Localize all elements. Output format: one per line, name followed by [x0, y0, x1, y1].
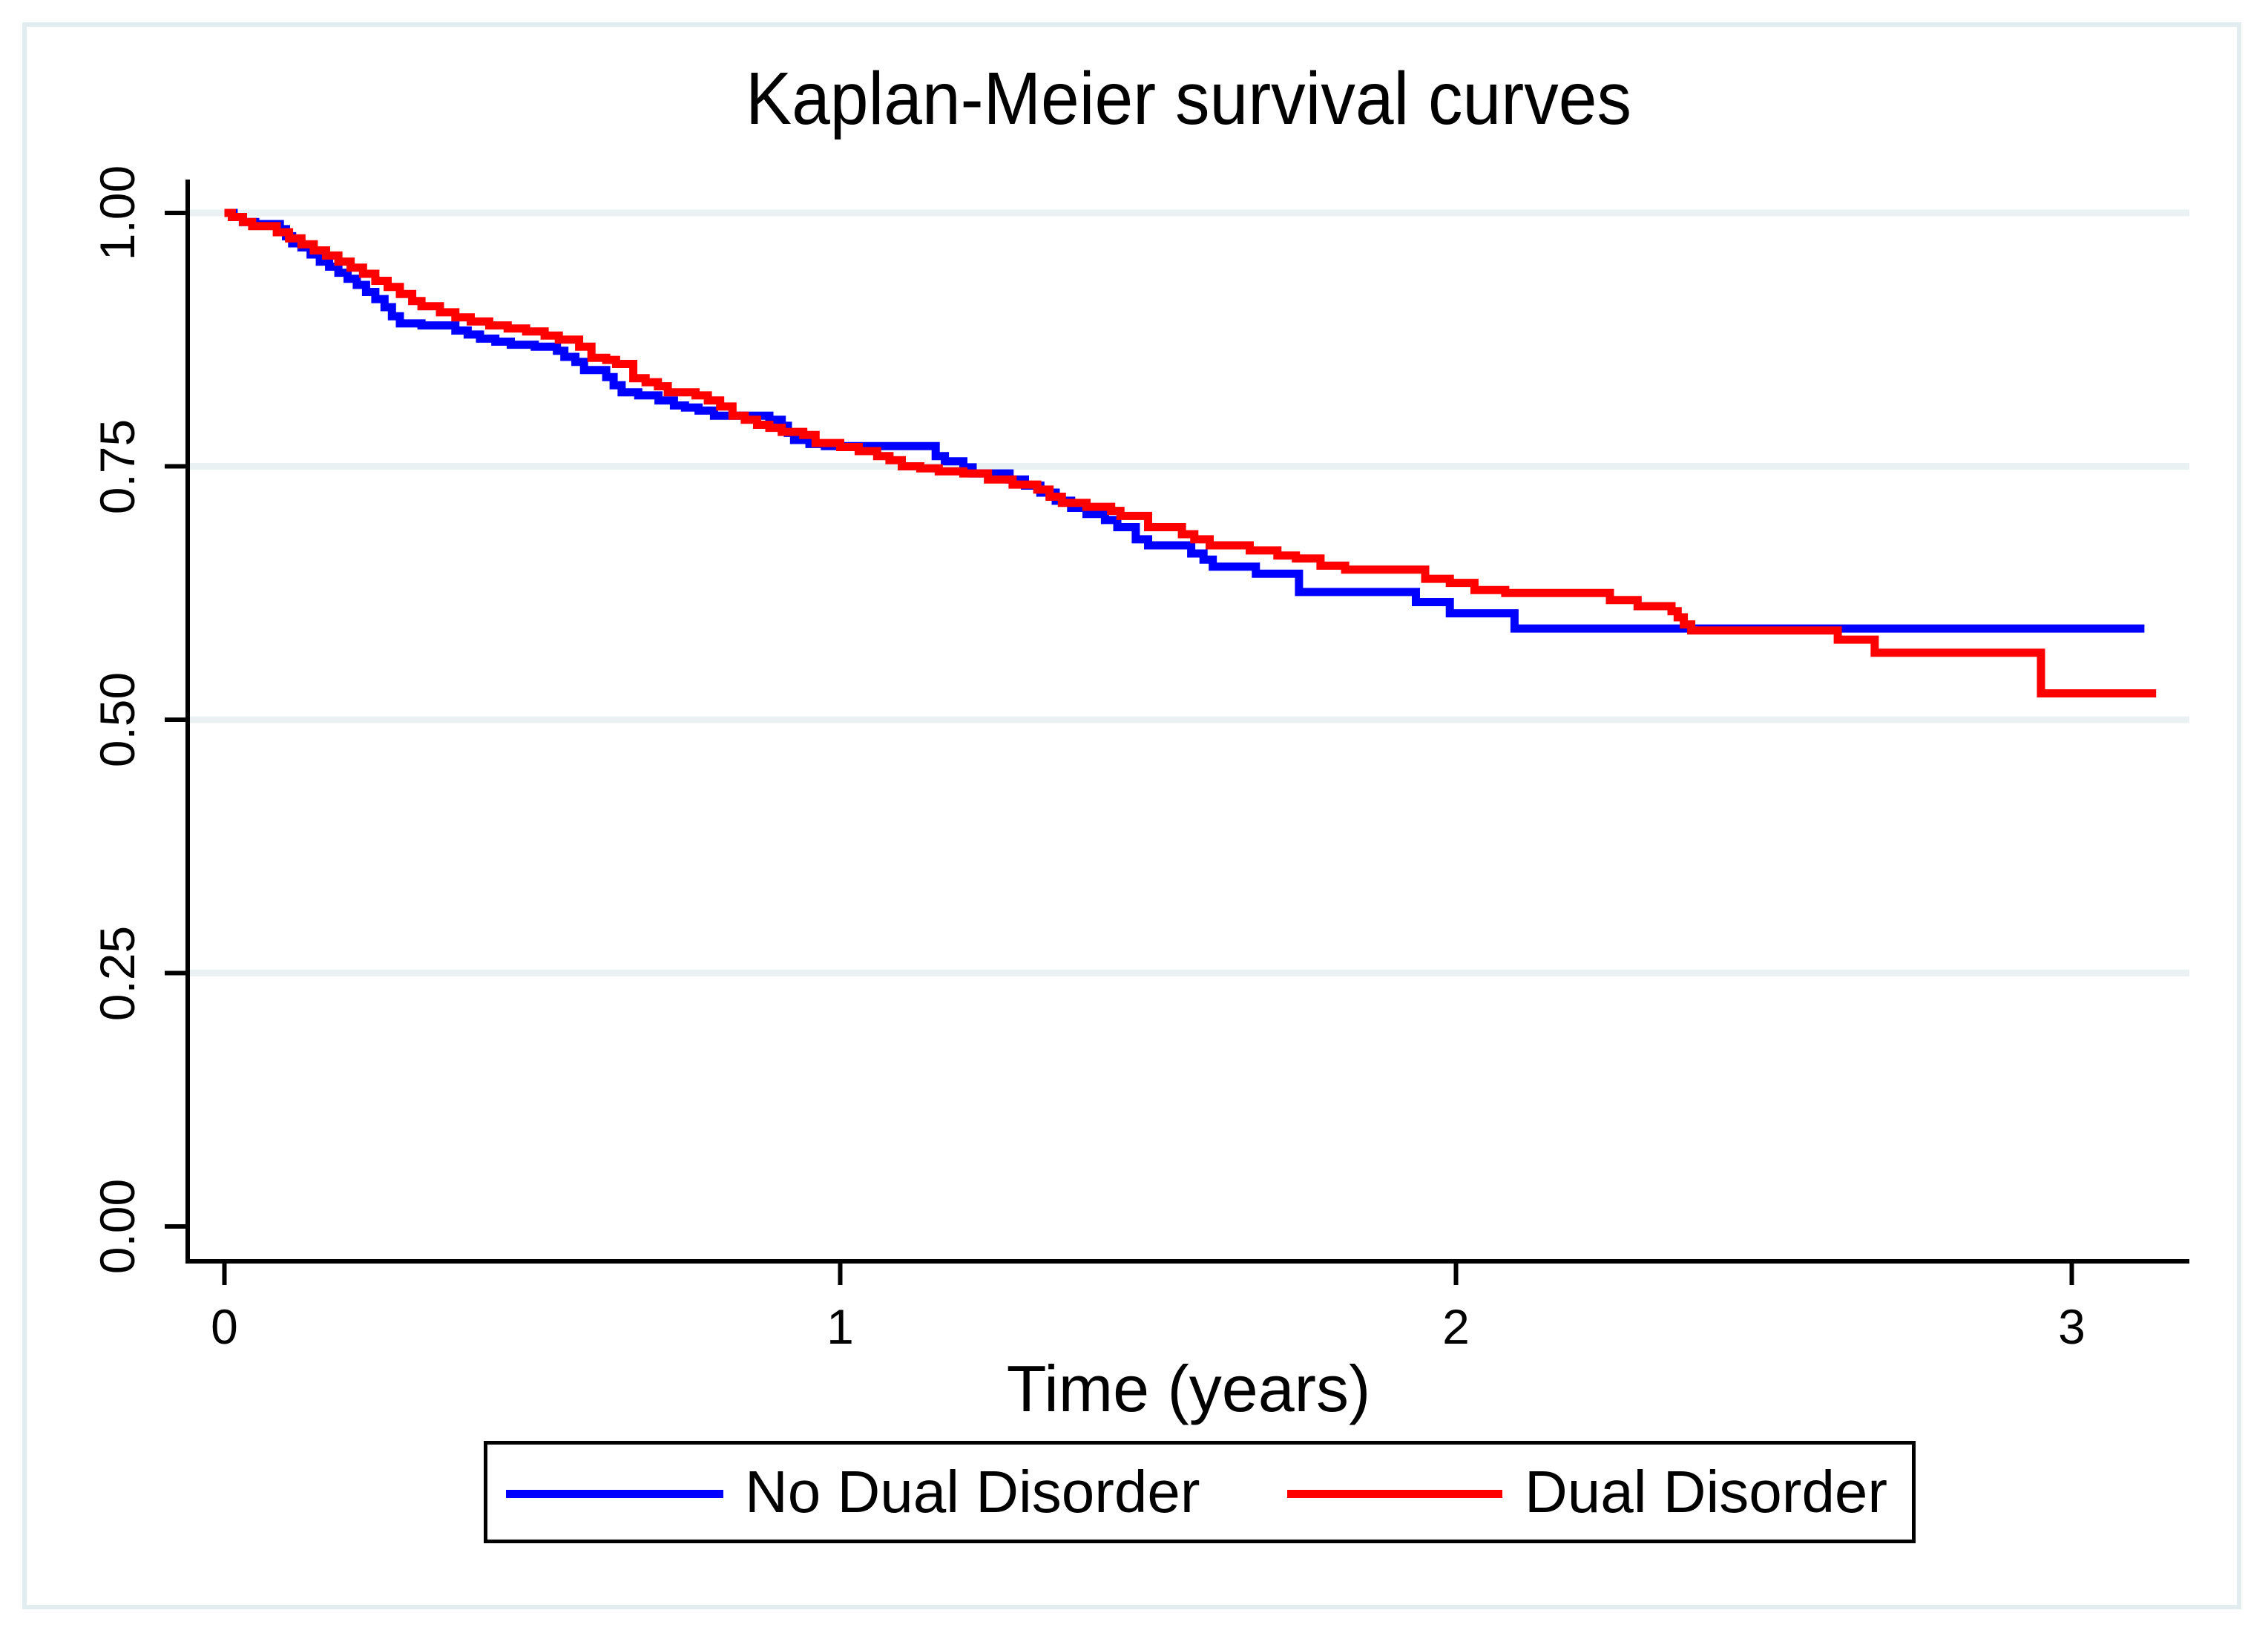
x-tick-label-1: 1	[826, 1299, 854, 1354]
axis-ticks	[165, 211, 2074, 1285]
x-axis-title: Time (years)	[1006, 1352, 1371, 1425]
survival-curves	[224, 208, 2157, 697]
chart-title: Kaplan-Meier survival curves	[746, 57, 1631, 140]
y-tick-label-1.00: 1.00	[90, 165, 145, 261]
legend-label-dual-disorder: Dual Disorder	[1525, 1459, 1888, 1525]
survival-curve-no-dual-disorder	[224, 208, 2145, 633]
x-tick-label-2: 2	[1442, 1299, 1470, 1354]
legend-line-swatch-no-dual-disorder	[506, 1490, 723, 1498]
y-tick-label-0.25: 0.25	[90, 925, 145, 1021]
legend-line-swatch-dual-disorder	[1287, 1490, 1502, 1498]
x-tick-label-3: 3	[2058, 1299, 2085, 1354]
x-tick-label-0: 0	[211, 1299, 238, 1354]
y-tick-label-0.00: 0.00	[90, 1178, 145, 1275]
legend: No Dual Disorder Dual Disorder	[484, 1441, 1916, 1543]
y-tick-label-0.50: 0.50	[90, 671, 145, 768]
y-tick-label-0.75: 0.75	[90, 418, 145, 514]
horizontal-gridlines	[188, 209, 2189, 976]
survival-curve-dual-disorder	[224, 208, 2157, 697]
legend-label-no-dual-disorder: No Dual Disorder	[745, 1459, 1200, 1525]
